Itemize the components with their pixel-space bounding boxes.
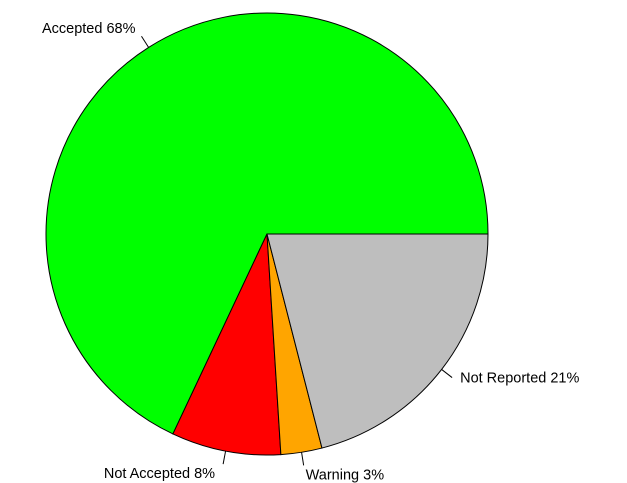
label-warning: Warning 3% bbox=[306, 467, 385, 483]
leader-line-not-accepted bbox=[222, 450, 227, 465]
leader-line-warning bbox=[301, 452, 305, 466]
label-accepted: Accepted 68% bbox=[42, 21, 136, 37]
slice-accepted bbox=[45, 12, 489, 435]
slice-labels: Accepted 68% Not Accepted 8% Warning 3% Not… bbox=[42, 21, 580, 483]
leader-line-not-reported bbox=[441, 369, 453, 378]
pie-slices bbox=[45, 12, 489, 456]
label-not-reported: Not Reported 21% bbox=[460, 371, 579, 387]
slice-not-accepted bbox=[172, 233, 282, 456]
label-leader-lines bbox=[141, 35, 453, 466]
leader-line-accepted bbox=[141, 35, 150, 48]
slice-not-reported bbox=[266, 233, 489, 449]
label-not-accepted: Not Accepted 8% bbox=[104, 466, 215, 482]
